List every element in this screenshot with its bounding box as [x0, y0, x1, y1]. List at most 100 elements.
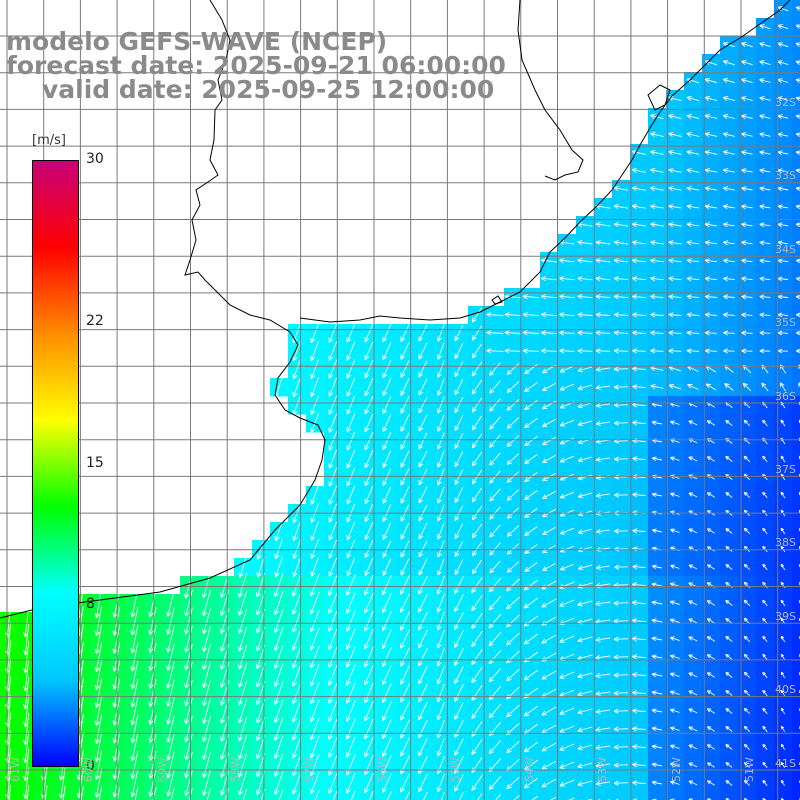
wind-arrow — [725, 528, 733, 534]
wind-arrow — [488, 703, 502, 719]
wind-arrow — [577, 402, 593, 409]
wind-arrow — [506, 776, 520, 790]
wind-arrow — [704, 150, 718, 156]
wind-arrow — [148, 661, 157, 690]
wind-arrow — [725, 635, 733, 642]
wind-arrow — [130, 642, 139, 672]
wind-arrow — [706, 672, 715, 678]
wind-cell — [504, 792, 523, 800]
wind-arrow — [278, 789, 284, 800]
wind-arrow — [504, 312, 522, 318]
wind-arrow — [688, 528, 698, 534]
wind-arrow — [202, 571, 212, 599]
wind-arrow — [777, 6, 789, 12]
wind-arrow — [130, 606, 139, 636]
wind-arrow — [184, 733, 193, 761]
wind-cell — [792, 540, 800, 559]
wind-cell — [756, 792, 775, 800]
wind-arrow — [364, 540, 374, 559]
wind-arrow — [595, 330, 611, 336]
wind-arrow — [613, 312, 628, 318]
wind-arrow — [363, 610, 374, 632]
wind-cell — [792, 72, 800, 91]
wind-cell — [792, 612, 800, 631]
wind-arrow — [631, 672, 646, 678]
wind-arrow — [238, 716, 248, 742]
wind-arrow — [94, 642, 103, 673]
wind-arrow — [471, 739, 483, 755]
wind-arrow — [743, 779, 750, 786]
wind-arrow — [670, 726, 680, 731]
lagoon-outline — [647, 84, 671, 111]
wind-arrow — [8, 784, 11, 800]
wind-arrow — [418, 540, 428, 558]
wind-arrow — [762, 725, 768, 733]
wind-arrow — [707, 762, 715, 768]
longitude-label: 57W — [302, 757, 316, 782]
wind-arrow — [724, 383, 734, 391]
wind-arrow — [686, 276, 700, 282]
wind-cell — [684, 792, 703, 800]
wind-cell — [792, 684, 800, 703]
wind-arrow — [166, 661, 175, 689]
wind-arrow — [202, 625, 211, 653]
wind-arrow — [418, 522, 428, 540]
wind-arrow — [688, 564, 698, 570]
wind-arrow — [506, 435, 520, 447]
wind-arrow — [650, 384, 664, 390]
wind-arrow — [436, 432, 445, 450]
wind-arrow — [506, 381, 520, 393]
wind-cell — [450, 792, 469, 800]
wind-arrow — [274, 556, 283, 578]
wind-arrow — [704, 77, 718, 84]
wind-arrow — [94, 660, 103, 690]
wind-arrow — [310, 557, 320, 577]
wind-arrow — [436, 683, 445, 703]
wind-arrow — [741, 42, 753, 48]
wind-arrow — [148, 625, 157, 654]
wind-cell — [792, 774, 800, 793]
wind-arrow — [650, 131, 664, 138]
wind-arrow — [523, 597, 539, 609]
wind-arrow — [346, 700, 356, 722]
wind-arrow — [651, 528, 662, 534]
coastline-river-plate-north — [299, 0, 791, 323]
wind-arrow — [506, 650, 520, 664]
wind-cell — [792, 198, 800, 217]
wind-cell — [792, 468, 800, 487]
wind-arrow — [328, 323, 338, 343]
wind-cell — [792, 288, 800, 307]
longitude-label: 60W — [82, 757, 96, 782]
wind-arrow — [418, 683, 428, 703]
latitude-label: 34S — [775, 242, 796, 256]
wind-arrow — [669, 672, 680, 677]
wind-arrow — [595, 492, 610, 498]
wind-arrow — [273, 699, 284, 723]
wind-arrow — [668, 186, 682, 192]
latitude-label: 41S — [775, 756, 796, 770]
wind-arrow — [471, 559, 482, 575]
wind-arrow — [741, 186, 753, 192]
wind-arrow — [148, 715, 157, 743]
wind-arrow — [471, 307, 483, 323]
wind-arrow — [780, 779, 785, 786]
wind-cell — [792, 720, 800, 739]
wind-arrow — [668, 204, 682, 210]
wind-arrow — [363, 574, 374, 596]
wind-arrow — [541, 706, 557, 716]
wind-arrow — [437, 558, 445, 576]
wind-arrow — [632, 762, 646, 768]
wind-cell — [792, 576, 800, 595]
wind-arrow — [202, 661, 211, 689]
wind-arrow — [722, 78, 735, 84]
wind-cell — [792, 558, 800, 577]
wind-arrow — [436, 773, 445, 793]
island-outline — [491, 295, 503, 305]
coastline-south-america — [0, 0, 326, 619]
wind-arrow — [779, 382, 786, 392]
wind-arrow — [400, 629, 410, 649]
wind-arrow — [541, 382, 556, 392]
wind-cell — [792, 360, 800, 379]
wind-arrow — [780, 563, 786, 571]
wind-arrow — [631, 600, 646, 606]
